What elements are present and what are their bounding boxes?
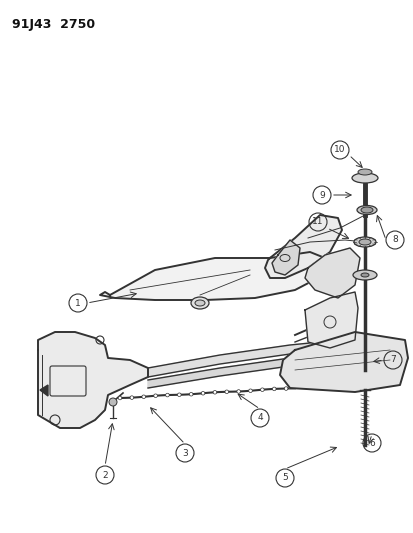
Circle shape (213, 391, 216, 394)
Ellipse shape (190, 297, 209, 309)
Circle shape (272, 387, 275, 391)
Ellipse shape (352, 270, 376, 280)
Text: 10: 10 (333, 146, 345, 155)
Ellipse shape (357, 169, 371, 175)
Ellipse shape (358, 239, 370, 245)
Circle shape (236, 390, 240, 393)
Text: 8: 8 (391, 236, 397, 245)
Text: 9: 9 (318, 190, 324, 199)
Text: 6: 6 (368, 439, 374, 448)
Polygon shape (147, 342, 319, 377)
Circle shape (142, 395, 145, 399)
Circle shape (109, 398, 117, 406)
Text: 11: 11 (311, 217, 323, 227)
Text: 4: 4 (256, 414, 262, 423)
Text: 2: 2 (102, 471, 107, 480)
Polygon shape (279, 332, 407, 392)
Circle shape (189, 392, 192, 396)
Polygon shape (38, 332, 147, 428)
Polygon shape (147, 356, 319, 388)
Polygon shape (304, 292, 357, 348)
Circle shape (260, 388, 263, 392)
Circle shape (248, 389, 252, 393)
Ellipse shape (353, 237, 375, 247)
Ellipse shape (360, 273, 368, 277)
Text: 5: 5 (281, 473, 287, 482)
Circle shape (118, 396, 121, 400)
Circle shape (284, 387, 287, 390)
Circle shape (153, 394, 157, 398)
Text: 7: 7 (389, 356, 395, 365)
Polygon shape (271, 240, 299, 275)
Ellipse shape (360, 207, 372, 213)
Polygon shape (304, 248, 359, 298)
Polygon shape (264, 215, 341, 278)
Ellipse shape (356, 206, 376, 214)
Polygon shape (40, 385, 48, 396)
Polygon shape (100, 252, 329, 300)
Text: 1: 1 (75, 298, 81, 308)
Circle shape (224, 390, 228, 393)
Circle shape (201, 391, 204, 395)
Text: 3: 3 (182, 448, 188, 457)
Text: 91J43  2750: 91J43 2750 (12, 18, 95, 31)
Ellipse shape (195, 300, 204, 306)
Ellipse shape (351, 173, 377, 183)
Circle shape (130, 396, 133, 399)
Circle shape (165, 393, 169, 397)
Circle shape (177, 393, 180, 397)
